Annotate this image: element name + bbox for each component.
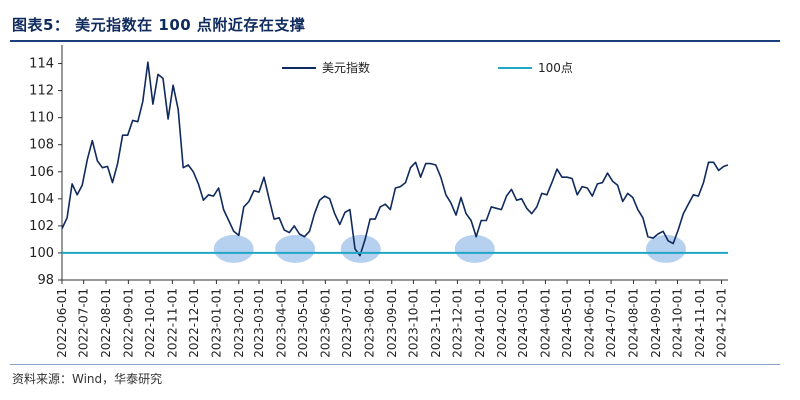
x-tick-label: 2024-08-01 xyxy=(626,288,640,358)
y-tick-label: 114 xyxy=(29,57,54,72)
y-tick-label: 112 xyxy=(29,84,54,99)
x-tick-label: 2022-06-01 xyxy=(55,288,69,358)
x-tick-label: 2023-04-01 xyxy=(274,288,288,358)
x-tick-label: 2022-12-01 xyxy=(187,288,201,358)
highlight-ellipse xyxy=(213,234,254,263)
x-tick-label: 2024-04-01 xyxy=(538,288,552,358)
bottom-rule xyxy=(10,364,780,365)
x-tick-label: 2024-07-01 xyxy=(604,288,618,358)
x-tick-label: 2022-09-01 xyxy=(121,288,135,358)
x-tick-label: 2024-03-01 xyxy=(516,288,530,358)
x-tick-label: 2024-02-01 xyxy=(495,288,509,358)
y-tick-label: 104 xyxy=(29,192,54,207)
highlight-ellipse xyxy=(340,234,381,263)
x-tick-label: 2023-11-01 xyxy=(429,288,443,358)
legend: 美元指数 100点 xyxy=(282,60,573,75)
x-tick-label: 2023-12-01 xyxy=(450,288,464,358)
source-note: 资料来源：Wind，华泰研究 xyxy=(12,372,163,386)
x-tick-label: 2023-08-01 xyxy=(362,288,376,358)
legend-label-dxy: 美元指数 xyxy=(322,60,370,75)
series-lines xyxy=(61,61,729,257)
x-tick-label: 2022-10-01 xyxy=(143,288,157,358)
x-tick-label: 2023-06-01 xyxy=(318,288,332,358)
x-tick-label: 2023-05-01 xyxy=(296,288,310,358)
title-rule xyxy=(10,40,780,42)
x-tick-label: 2023-02-01 xyxy=(232,288,246,358)
legend-label-100: 100点 xyxy=(538,61,573,75)
figure-title: 图表5： 美元指数在 100 点附近存在支撑 xyxy=(12,16,306,34)
x-tick-label: 2022-11-01 xyxy=(165,288,179,358)
y-tick-label: 108 xyxy=(29,138,54,153)
y-tick-label: 98 xyxy=(37,273,54,288)
x-tick-label: 2024-05-01 xyxy=(560,288,574,358)
x-tick-label: 2023-03-01 xyxy=(252,288,266,358)
x-tick-label: 2023-10-01 xyxy=(406,288,420,358)
support-highlights xyxy=(213,234,686,263)
y-tick-label: 100 xyxy=(29,246,54,261)
x-tick-label: 2023-01-01 xyxy=(209,288,223,358)
x-tick-label: 2024-01-01 xyxy=(473,288,487,358)
highlight-ellipse xyxy=(645,234,686,263)
x-tick-label: 2022-08-01 xyxy=(99,288,113,358)
y-tick-label: 110 xyxy=(29,111,54,126)
y-axis: 98 100 102 104 106 108 110 112 114 xyxy=(29,45,63,288)
highlight-ellipse xyxy=(454,234,495,263)
dxy-line xyxy=(61,61,729,257)
x-tick-label: 2024-10-01 xyxy=(670,288,684,358)
x-tick-label: 2024-09-01 xyxy=(649,288,663,358)
y-tick-label: 102 xyxy=(29,219,54,234)
x-axis: 2022-06-01 2022-07-01 2022-08-01 2022-09-01… xyxy=(55,279,729,358)
y-tick-label: 106 xyxy=(29,165,54,180)
highlight-ellipse xyxy=(275,234,316,263)
x-tick-label: 2024-12-01 xyxy=(715,288,729,358)
x-tick-label: 2023-07-01 xyxy=(340,288,354,358)
x-tick-label: 2022-07-01 xyxy=(77,288,91,358)
x-tick-label: 2023-09-01 xyxy=(385,288,399,358)
x-tick-label: 2024-06-01 xyxy=(582,288,596,358)
x-tick-label: 2024-11-01 xyxy=(693,288,707,358)
